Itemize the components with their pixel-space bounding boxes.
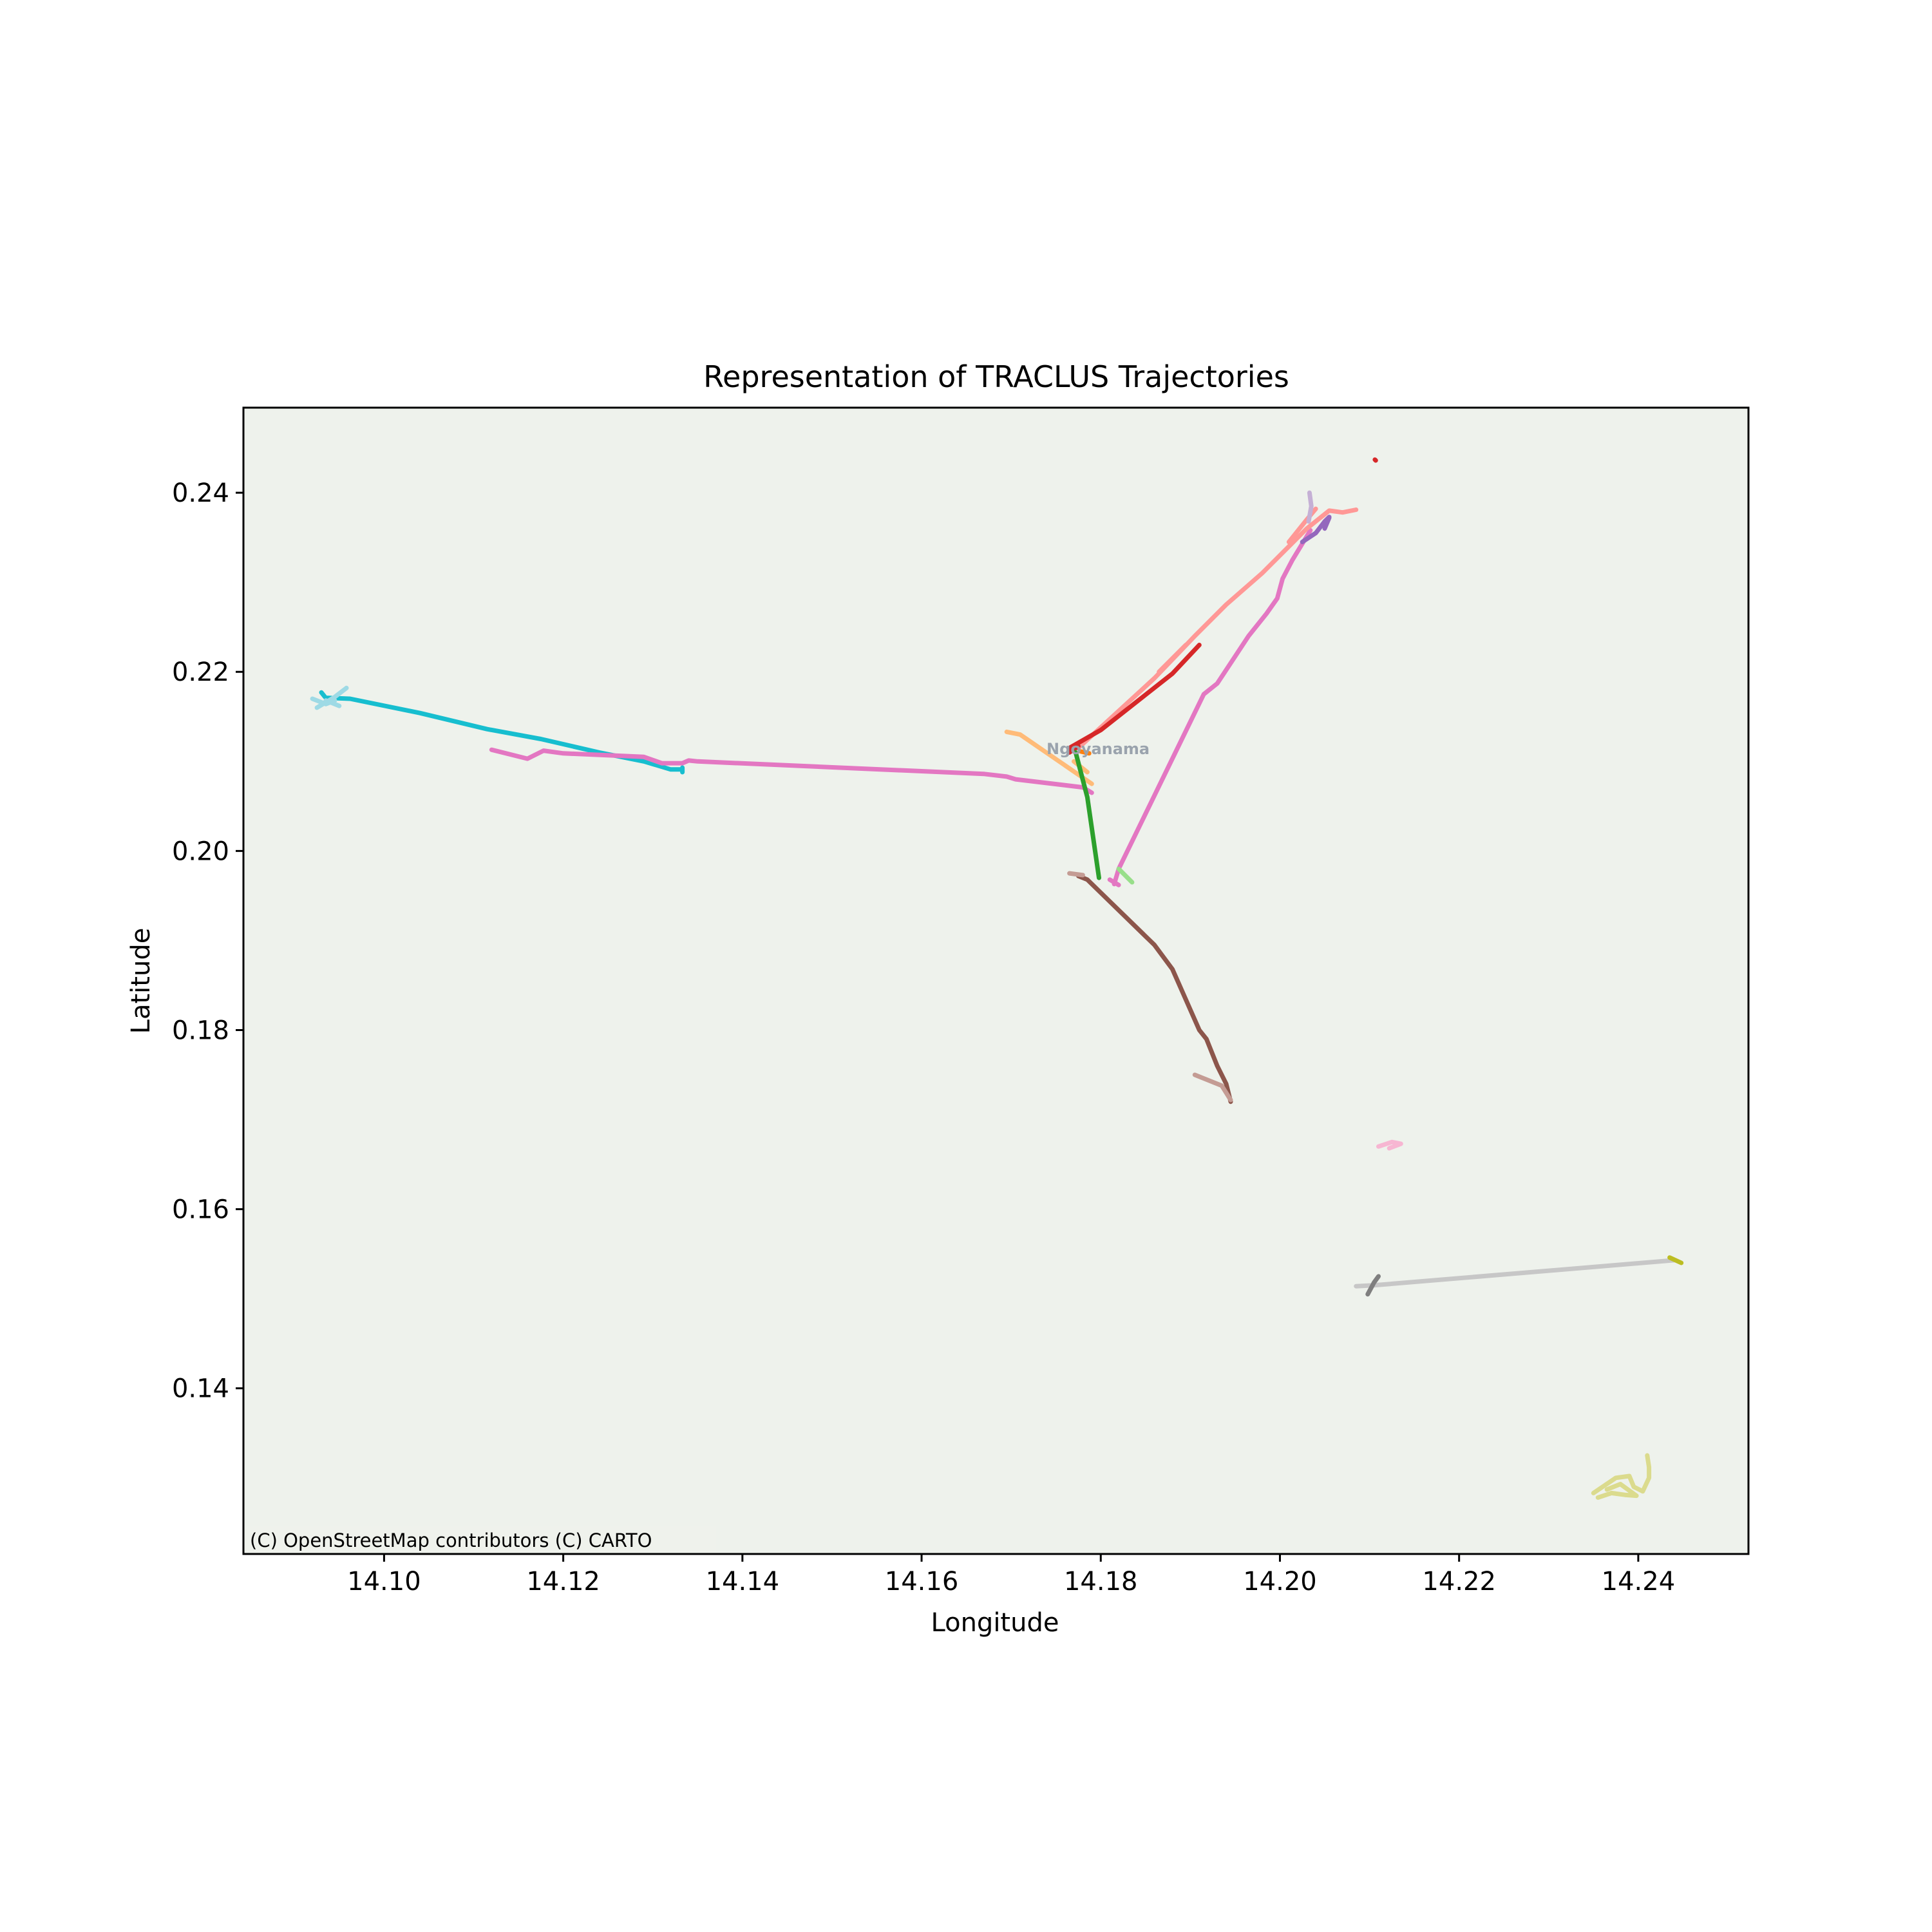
trajectory-line-13: [1067, 643, 1202, 750]
x-tick-label: 14.14: [706, 1567, 780, 1596]
trajectory-line-1: [323, 696, 685, 772]
trajectory-line-3: [319, 690, 328, 699]
trajectory-line-25: [1306, 490, 1314, 524]
y-axis-label: Latitude: [126, 928, 156, 1034]
trajectory-line-9: [1107, 877, 1121, 887]
trajectory-series-layer: [310, 457, 1684, 1500]
y-tick-label: 0.20: [172, 837, 229, 866]
x-tick-label: 14.18: [1064, 1567, 1138, 1596]
y-tick-label: 0.14: [172, 1374, 229, 1404]
trajectory-line-17: [1079, 749, 1092, 756]
y-tick-label: 0.16: [172, 1195, 229, 1225]
x-tick-label: 14.22: [1422, 1567, 1496, 1596]
trajectory-line-26: [1376, 1139, 1403, 1151]
trajectory-line-19: [1116, 866, 1135, 885]
y-axis-ticks: 0.14 0.16 0.18 0.20 0.22 0.24: [172, 478, 243, 1404]
x-tick-label: 14.12: [526, 1567, 600, 1596]
trajectory-line-8: [1112, 528, 1313, 887]
attribution-background: [246, 1526, 716, 1552]
x-axis-label: Longitude: [931, 1608, 1059, 1638]
chart-title: Representation of TRACLUS Trajectories: [703, 359, 1289, 394]
map-label-layer: Ngoyanama: [1046, 740, 1150, 758]
x-tick-label: 14.16: [885, 1567, 959, 1596]
y-tick-label: 0.24: [172, 478, 229, 508]
trajectory-line-5: [314, 685, 349, 710]
trajectory-line-29: [1667, 1255, 1684, 1265]
map-place-label-1: Ngoyanama: [1046, 740, 1150, 758]
trajectory-line-6: [323, 698, 342, 708]
x-tick-label: 14.10: [347, 1567, 421, 1596]
x-tick-label: 14.20: [1243, 1567, 1317, 1596]
trajectory-line-30: [1591, 1453, 1652, 1495]
trajectory-line-24: [1322, 515, 1332, 531]
y-tick-label: 0.22: [172, 658, 229, 687]
trajectory-line-22: [1192, 1072, 1233, 1103]
trajectory-line-7: [489, 747, 1094, 795]
trajectory-line-20: [1076, 873, 1233, 1104]
plot-area-frame: [242, 406, 1750, 1555]
trajectory-line-15: [1004, 729, 1094, 786]
trajectory-line-31: [1595, 1482, 1639, 1500]
x-tick-label: 14.24: [1602, 1567, 1676, 1596]
trajectory-line-28: [1365, 1274, 1381, 1297]
plot-area-background: [243, 408, 1748, 1554]
y-tick-label: 0.18: [172, 1016, 229, 1045]
map-attribution: (C) OpenStreetMap contributors (C) CARTO: [250, 1530, 652, 1551]
trajectory-line-21: [1067, 871, 1085, 878]
x-axis-ticks: 14.10 14.12 14.14 14.16 14.18 14.20 14.22 14.24: [347, 1554, 1675, 1596]
trajectory-line-18: [1073, 750, 1101, 880]
trajectory-line-11: [1157, 643, 1188, 674]
trajectory-line-14: [1067, 744, 1081, 755]
